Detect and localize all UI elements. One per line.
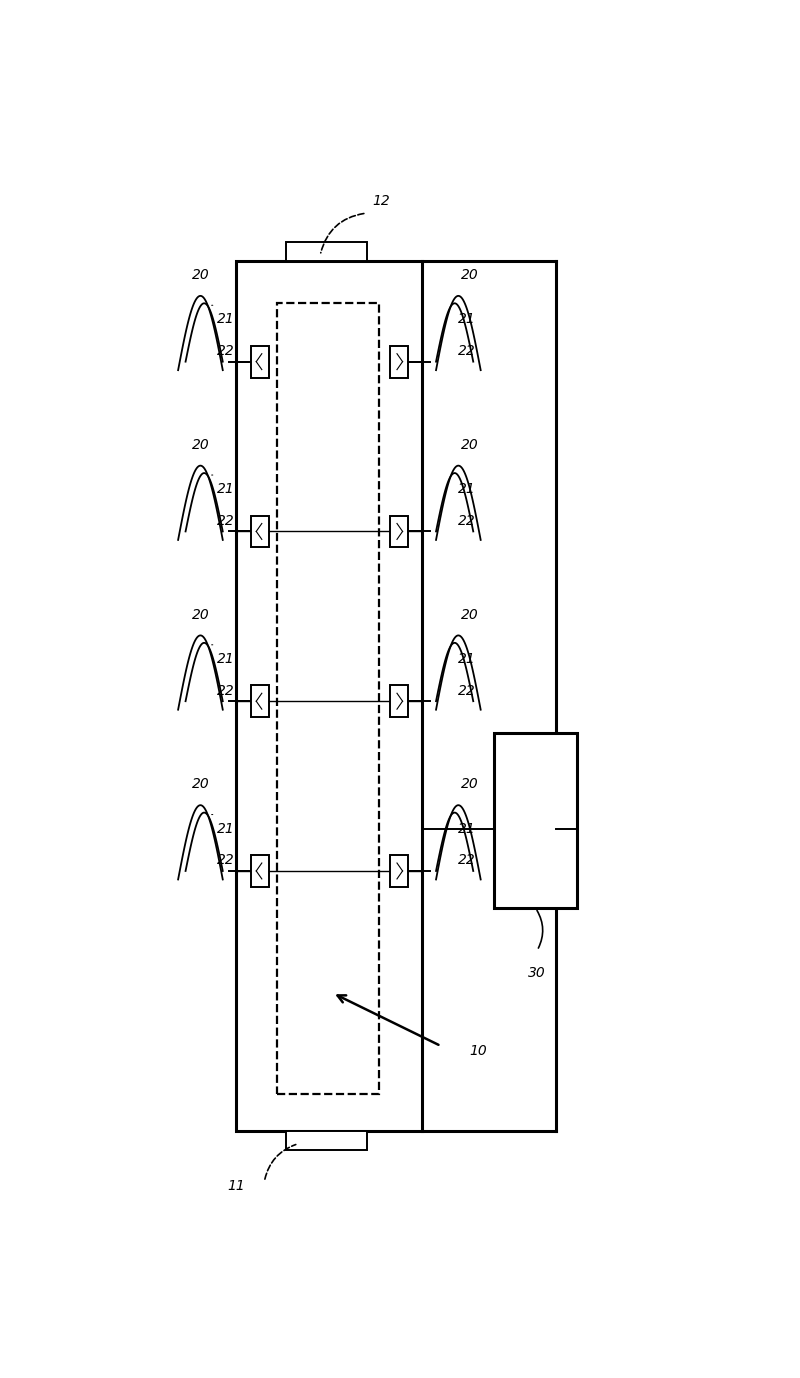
Text: 10: 10: [469, 1045, 486, 1058]
Text: 21: 21: [458, 482, 475, 496]
Text: 22: 22: [458, 683, 475, 697]
Text: 21: 21: [217, 482, 234, 496]
Text: 22: 22: [458, 514, 475, 528]
Text: 20: 20: [462, 608, 479, 621]
Text: 22: 22: [217, 514, 234, 528]
Text: 21: 21: [217, 821, 234, 835]
Bar: [277, 303, 379, 1094]
Text: 20: 20: [192, 438, 210, 452]
Bar: [390, 685, 408, 717]
Bar: [286, 1131, 366, 1151]
Text: 20: 20: [462, 438, 479, 452]
Text: 30: 30: [528, 966, 546, 981]
Bar: [390, 515, 408, 547]
Bar: [250, 346, 270, 378]
Text: 11: 11: [227, 1180, 246, 1193]
Bar: [494, 733, 578, 908]
Text: 20: 20: [192, 608, 210, 621]
Bar: [250, 685, 270, 717]
Text: 12: 12: [373, 194, 390, 208]
Text: 22: 22: [458, 853, 475, 867]
Text: 21: 21: [458, 652, 475, 666]
Text: 21: 21: [458, 821, 475, 835]
Text: 20: 20: [192, 777, 210, 791]
Bar: [286, 241, 366, 260]
Text: 20: 20: [462, 777, 479, 791]
Text: 22: 22: [217, 344, 234, 358]
Text: 20: 20: [462, 269, 479, 282]
Text: 20: 20: [192, 269, 210, 282]
Text: 21: 21: [458, 313, 475, 327]
Text: 21: 21: [217, 652, 234, 666]
Bar: [250, 515, 270, 547]
Text: 22: 22: [217, 853, 234, 867]
Bar: [390, 854, 408, 887]
Text: 22: 22: [458, 344, 475, 358]
Bar: [250, 854, 270, 887]
Text: 21: 21: [217, 313, 234, 327]
Bar: [390, 346, 408, 378]
Text: 22: 22: [217, 683, 234, 697]
Bar: [237, 260, 422, 1131]
